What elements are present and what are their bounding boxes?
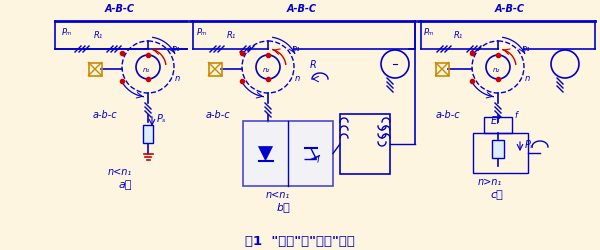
Text: n₂: n₂ xyxy=(493,67,500,73)
Text: R₁: R₁ xyxy=(227,31,236,40)
Text: a-b-c: a-b-c xyxy=(206,110,230,120)
Text: Pₘ: Pₘ xyxy=(424,28,434,37)
Bar xyxy=(484,118,512,134)
Bar xyxy=(143,126,153,144)
Text: b）: b） xyxy=(276,201,290,211)
Bar xyxy=(209,63,221,76)
Bar xyxy=(436,63,449,76)
Text: Pₛ: Pₛ xyxy=(157,114,167,124)
Text: A-B-C: A-B-C xyxy=(495,4,525,14)
Text: n: n xyxy=(525,74,530,83)
Text: A-B-C: A-B-C xyxy=(287,4,317,14)
Text: a-b-c: a-b-c xyxy=(92,110,118,120)
Text: A-B-C: A-B-C xyxy=(105,4,135,14)
Text: R₁: R₁ xyxy=(94,31,103,40)
Text: n<n₁: n<n₁ xyxy=(108,166,132,176)
Bar xyxy=(243,122,333,186)
Text: n: n xyxy=(295,74,300,83)
Polygon shape xyxy=(259,147,272,161)
Bar xyxy=(340,114,390,174)
Text: c）: c） xyxy=(491,189,503,199)
Text: n₁: n₁ xyxy=(142,67,149,73)
Text: R₁: R₁ xyxy=(454,31,463,40)
Bar xyxy=(473,134,528,173)
Text: 图1  "单馈"与"双馈"电机: 图1 "单馈"与"双馈"电机 xyxy=(245,234,355,248)
Text: n: n xyxy=(175,74,180,83)
Text: n₂: n₂ xyxy=(262,67,269,73)
Bar xyxy=(89,63,101,76)
Text: n₁: n₁ xyxy=(172,44,181,53)
Text: Pₘ: Pₘ xyxy=(62,28,72,37)
Text: R: R xyxy=(310,60,317,70)
Text: f: f xyxy=(514,110,517,120)
Text: Pₘ: Pₘ xyxy=(197,28,207,37)
Text: a）: a） xyxy=(118,179,132,189)
Text: a-b-c: a-b-c xyxy=(436,110,460,120)
Text: n>n₁: n>n₁ xyxy=(478,176,502,186)
Text: Ef: Ef xyxy=(490,116,500,126)
Text: n<n₁: n<n₁ xyxy=(266,189,290,199)
Text: n₁: n₁ xyxy=(522,44,530,53)
Bar xyxy=(492,140,504,158)
Text: Pₛ: Pₛ xyxy=(525,140,535,149)
Text: n₁: n₁ xyxy=(292,44,301,53)
